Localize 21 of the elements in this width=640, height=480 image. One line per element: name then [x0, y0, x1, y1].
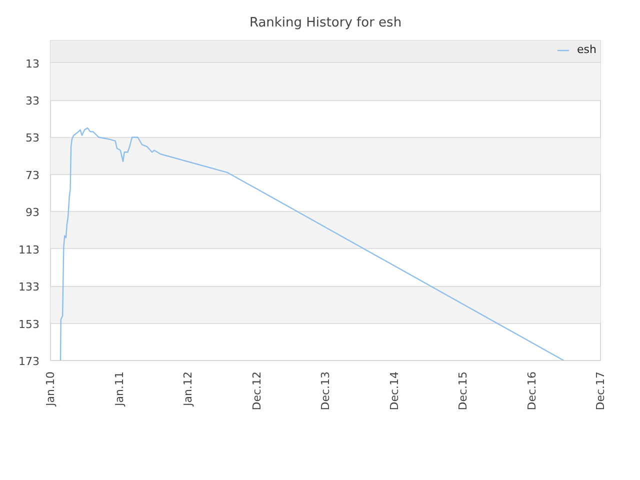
chart-title: Ranking History for esh — [249, 16, 402, 30]
x-tick-label: Dec.17 — [594, 372, 607, 410]
x-tick-label: Dec.13 — [319, 372, 332, 410]
x-tick-label: Jan.12 — [182, 371, 194, 407]
x-tick-label: Dec.12 — [250, 372, 264, 410]
y-tick-label: 173 — [18, 355, 40, 368]
y-tick-label: 73 — [26, 168, 40, 182]
x-tick-label: Jan.11 — [112, 371, 126, 407]
y-tick-label: 93 — [26, 206, 40, 220]
x-tick-label: Dec.15 — [456, 372, 470, 410]
y-tick-label: 133 — [18, 280, 40, 294]
line-series — [60, 127, 564, 360]
x-tick-label: Dec.14 — [388, 372, 401, 410]
y-tick-label: 33 — [26, 94, 40, 108]
x-tick-label: Jan.10 — [44, 371, 57, 407]
y-tick-label: 113 — [18, 243, 40, 256]
x-tick-label: Dec.16 — [525, 372, 538, 410]
y-tick-label: 13 — [26, 57, 40, 70]
legend-label: esh — [577, 43, 597, 56]
y-tick-label: 153 — [18, 318, 40, 331]
y-tick-label: 53 — [26, 132, 40, 145]
